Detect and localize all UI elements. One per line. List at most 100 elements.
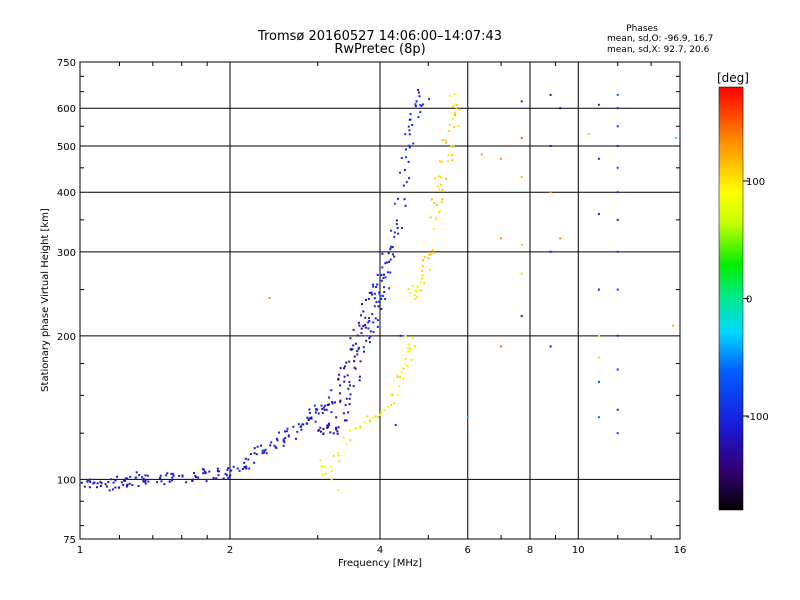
data-point: [362, 310, 365, 313]
data-point: [448, 123, 451, 126]
data-point: [357, 346, 360, 349]
data-point: [212, 477, 215, 479]
data-point: [395, 219, 398, 222]
data-point: [343, 367, 345, 370]
data-point: [404, 148, 407, 151]
data-point: [253, 452, 256, 455]
data-point: [261, 452, 264, 455]
data-point: [444, 139, 447, 142]
data-point: [245, 467, 248, 470]
data-points: [80, 89, 677, 492]
data-point: [324, 404, 327, 407]
data-point: [88, 486, 91, 489]
data-point: [295, 437, 297, 440]
data-point: [389, 247, 392, 250]
data-point: [357, 321, 360, 324]
data-point: [382, 277, 385, 279]
data-point: [616, 368, 619, 371]
data-point: [383, 291, 386, 293]
data-point: [356, 353, 359, 356]
data-point: [336, 430, 339, 433]
data-point: [367, 321, 370, 324]
data-point: [163, 483, 166, 486]
data-point: [321, 465, 324, 468]
grid-lines: [80, 62, 680, 539]
data-point: [440, 201, 443, 204]
data-point: [412, 142, 415, 145]
data-point: [287, 434, 290, 437]
data-point: [429, 268, 432, 271]
data-point: [344, 404, 347, 407]
data-point: [597, 103, 600, 106]
data-point: [137, 485, 140, 487]
data-point: [450, 145, 453, 148]
y-tick-label: 400: [57, 188, 76, 199]
data-point: [159, 476, 162, 479]
data-point: [112, 481, 115, 484]
data-point: [135, 471, 138, 474]
data-point: [453, 126, 456, 129]
data-point: [352, 328, 355, 331]
data-point: [380, 411, 383, 414]
data-point: [396, 394, 399, 396]
data-point: [395, 223, 398, 225]
data-point: [96, 486, 98, 489]
data-point: [353, 360, 356, 363]
data-point: [327, 424, 330, 427]
data-point: [672, 324, 675, 327]
data-point: [368, 291, 371, 294]
data-point: [202, 472, 205, 475]
data-point: [191, 478, 194, 481]
data-point: [313, 404, 316, 407]
data-point: [345, 419, 348, 422]
data-point: [616, 432, 619, 435]
tick-labels: 1 2 4 6 8 10 16 75 100 200 300 400 500 600 750: [57, 58, 686, 556]
data-point: [400, 157, 403, 160]
data-point: [408, 133, 411, 136]
data-point: [414, 298, 417, 301]
data-point: [435, 204, 438, 207]
data-point: [328, 403, 330, 406]
data-point: [367, 297, 370, 300]
data-point: [337, 489, 340, 491]
data-point: [365, 299, 367, 301]
data-point: [360, 327, 363, 330]
data-point: [144, 474, 147, 477]
data-point: [337, 426, 340, 429]
data-point: [364, 326, 367, 329]
data-point: [331, 402, 334, 405]
data-point: [144, 479, 147, 482]
data-point: [372, 285, 375, 288]
data-point: [274, 446, 277, 449]
data-point: [389, 271, 392, 274]
data-point: [393, 235, 396, 238]
data-point: [549, 345, 552, 348]
data-point: [597, 288, 600, 291]
data-point: [111, 488, 114, 491]
data-point: [454, 112, 457, 115]
y-tick-label: 200: [57, 332, 76, 343]
data-point: [390, 229, 393, 232]
data-point: [404, 363, 407, 366]
data-point: [382, 294, 385, 297]
data-point: [330, 389, 333, 392]
data-point: [616, 107, 619, 110]
data-point: [337, 454, 340, 457]
data-point: [381, 266, 384, 269]
data-point: [363, 350, 365, 353]
data-point: [445, 177, 447, 180]
data-point: [352, 344, 355, 347]
data-point: [364, 316, 367, 319]
data-point: [358, 375, 361, 378]
data-point: [457, 125, 460, 127]
data-point: [326, 426, 329, 429]
data-point: [122, 484, 125, 486]
data-point: [197, 476, 200, 479]
data-point: [381, 252, 384, 255]
data-point: [392, 402, 395, 405]
data-point: [335, 416, 338, 419]
data-point: [377, 300, 380, 303]
data-point: [377, 416, 380, 419]
data-point: [322, 428, 325, 430]
data-point: [357, 347, 360, 350]
